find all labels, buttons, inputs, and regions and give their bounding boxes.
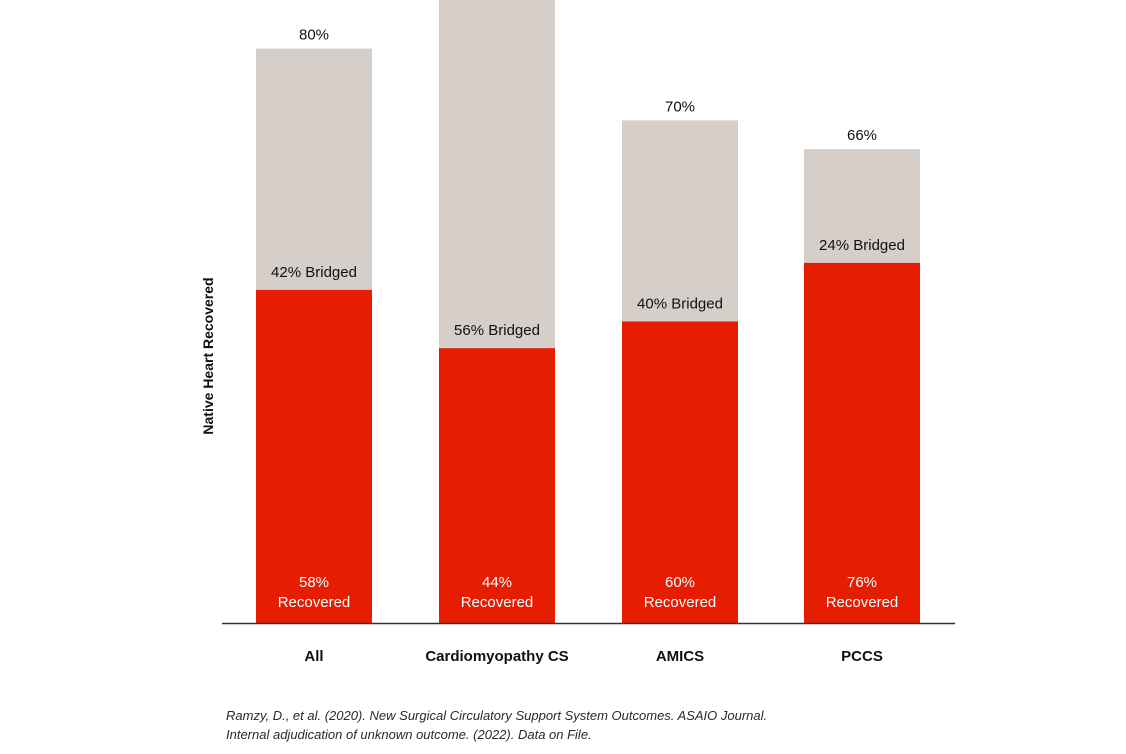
bar-bridged-3 (804, 149, 920, 263)
recovered-text-label-1: Recovered (461, 594, 534, 611)
bar-bridged-2 (622, 120, 738, 322)
bar-bridged-1 (439, 0, 555, 349)
category-label-2: AMICS (656, 648, 704, 665)
recovered-value-label-0: 58% (299, 574, 329, 591)
bar-recovered-0 (256, 289, 372, 623)
category-label-3: PCCS (841, 648, 883, 665)
category-label-0: All (304, 648, 323, 665)
bar-recovered-3 (804, 262, 920, 623)
total-label-2: 70% (665, 98, 695, 115)
total-label-3: 66% (847, 127, 877, 144)
bar-bridged-0 (256, 48, 372, 290)
y-axis-label: Native Heart Recovered (200, 277, 216, 435)
bridged-label-0: 42% Bridged (271, 264, 357, 281)
recovered-value-label-2: 60% (665, 574, 695, 591)
total-label-0: 80% (299, 27, 329, 44)
bridged-label-1: 56% Bridged (454, 322, 540, 339)
bridged-label-3: 24% Bridged (819, 237, 905, 254)
recovered-text-label-2: Recovered (644, 594, 717, 611)
recovered-text-label-3: Recovered (826, 594, 899, 611)
recovered-value-label-3: 76% (847, 574, 877, 591)
footnote-citation: Ramzy, D., et al. (2020). New Surgical C… (226, 708, 768, 723)
recovered-text-label-0: Recovered (278, 594, 351, 611)
bar-recovered-2 (622, 321, 738, 623)
recovered-value-label-1: 44% (482, 574, 512, 591)
category-label-1: Cardiomyopathy CS (425, 648, 568, 665)
bridged-label-2: 40% Bridged (637, 295, 723, 312)
footnote-data-source: Internal adjudication of unknown outcome… (226, 727, 592, 742)
bar-recovered-1 (439, 348, 555, 623)
